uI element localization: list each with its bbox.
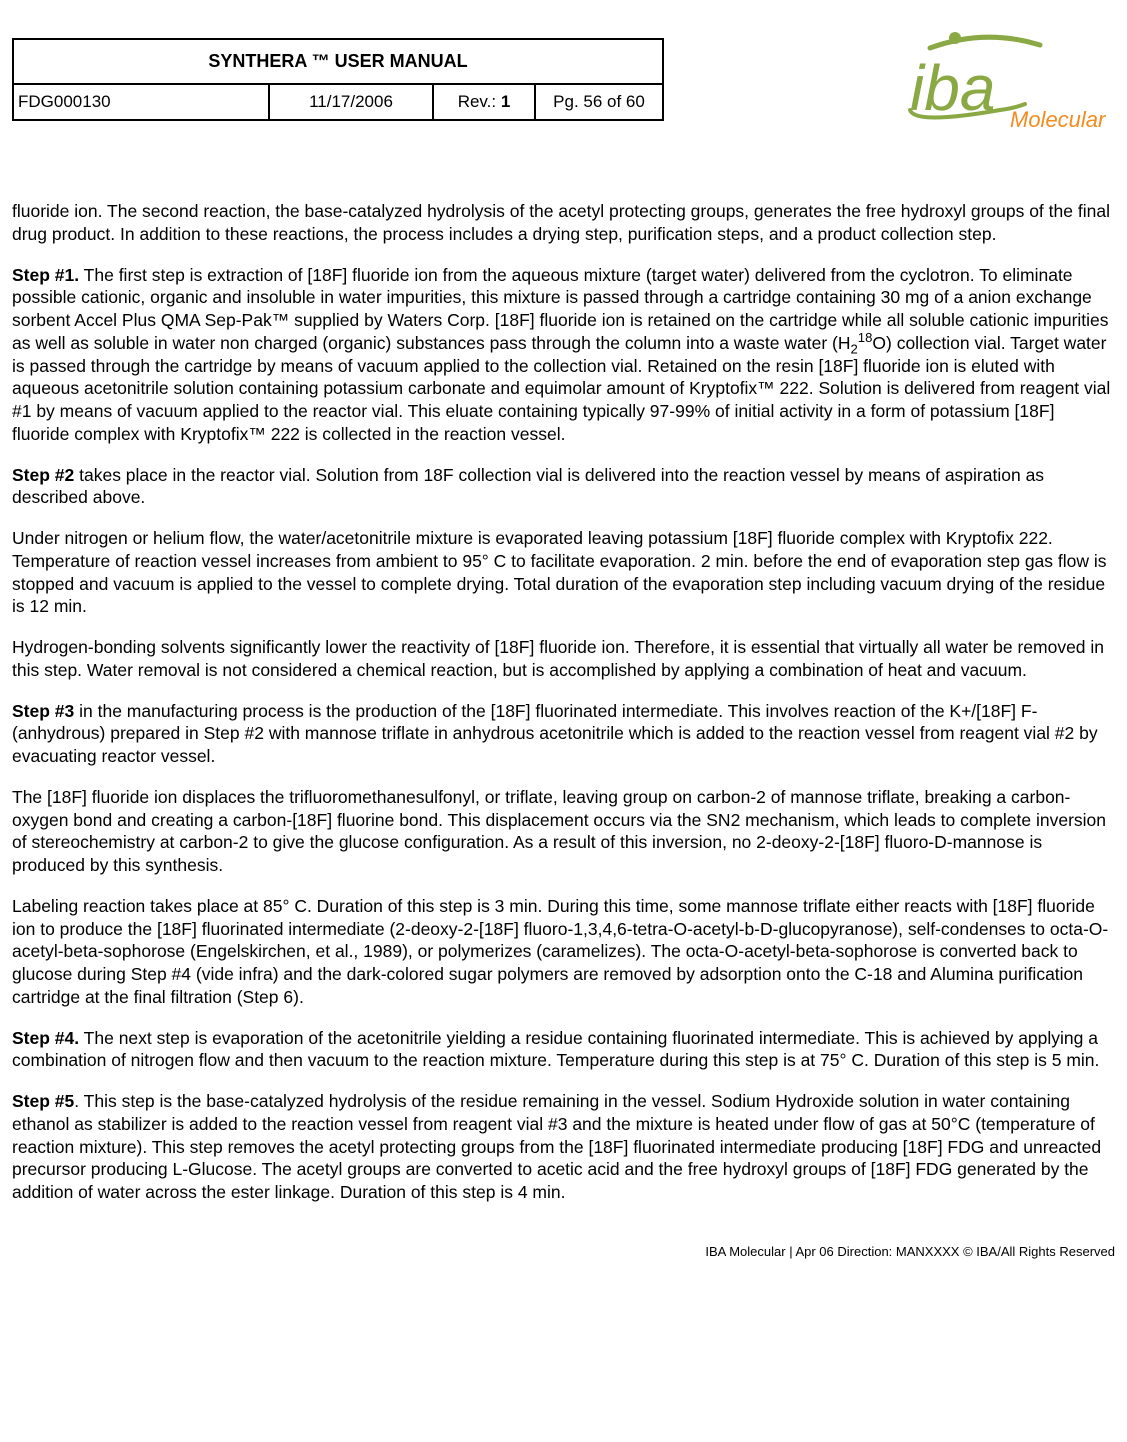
step5-text: . This step is the base-catalyzed hydrol…: [12, 1091, 1101, 1202]
step3-text: in the manufacturing process is the prod…: [12, 701, 1098, 767]
document-revision: Rev.: 1: [434, 85, 536, 121]
paragraph-step1: Step #1. The first step is extraction of…: [12, 264, 1115, 446]
step3-label: Step #3: [12, 701, 74, 721]
document-id: FDG000130: [12, 85, 270, 121]
step5-label: Step #5: [12, 1091, 74, 1111]
document-title: SYNTHERA ™ USER MANUAL: [12, 38, 664, 85]
paragraph-step4: Step #4. The next step is evaporation of…: [12, 1027, 1115, 1073]
step2-text: takes place in the reactor vial. Solutio…: [12, 465, 1044, 508]
paragraph-solvents: Hydrogen-bonding solvents significantly …: [12, 636, 1115, 682]
document-date: 11/17/2006: [270, 85, 434, 121]
paragraph-intro: fluoride ion. The second reaction, the b…: [12, 200, 1115, 246]
rev-value: 1: [501, 92, 510, 111]
document-page: Pg. 56 of 60: [536, 85, 664, 121]
paragraph-evaporation: Under nitrogen or helium flow, the water…: [12, 527, 1115, 618]
document-footer: IBA Molecular | Apr 06 Direction: MANXXX…: [12, 1244, 1115, 1261]
paragraph-labeling: Labeling reaction takes place at 85° C. …: [12, 895, 1115, 1009]
document-header: SYNTHERA ™ USER MANUAL FDG000130 11/17/2…: [12, 20, 1115, 140]
step1-subscript: 2: [851, 341, 858, 356]
step4-text: The next step is evaporation of the acet…: [12, 1028, 1099, 1071]
step2-label: Step #2: [12, 465, 74, 485]
step1-superscript: 18: [858, 330, 873, 345]
header-table: SYNTHERA ™ USER MANUAL FDG000130 11/17/2…: [12, 38, 664, 121]
document-body: fluoride ion. The second reaction, the b…: [12, 200, 1115, 1204]
paragraph-displacement: The [18F] fluoride ion displaces the tri…: [12, 786, 1115, 877]
iba-molecular-logo: iba Molecular: [855, 20, 1115, 140]
svg-text:Molecular: Molecular: [1010, 107, 1107, 132]
rev-label: Rev.:: [458, 92, 501, 111]
step1-label: Step #1.: [12, 265, 79, 285]
step4-label: Step #4.: [12, 1028, 79, 1048]
paragraph-step5: Step #5. This step is the base-catalyzed…: [12, 1090, 1115, 1204]
paragraph-step2: Step #2 takes place in the reactor vial.…: [12, 464, 1115, 510]
paragraph-step3: Step #3 in the manufacturing process is …: [12, 700, 1115, 768]
header-info-row: FDG000130 11/17/2006 Rev.: 1 Pg. 56 of 6…: [12, 85, 664, 121]
